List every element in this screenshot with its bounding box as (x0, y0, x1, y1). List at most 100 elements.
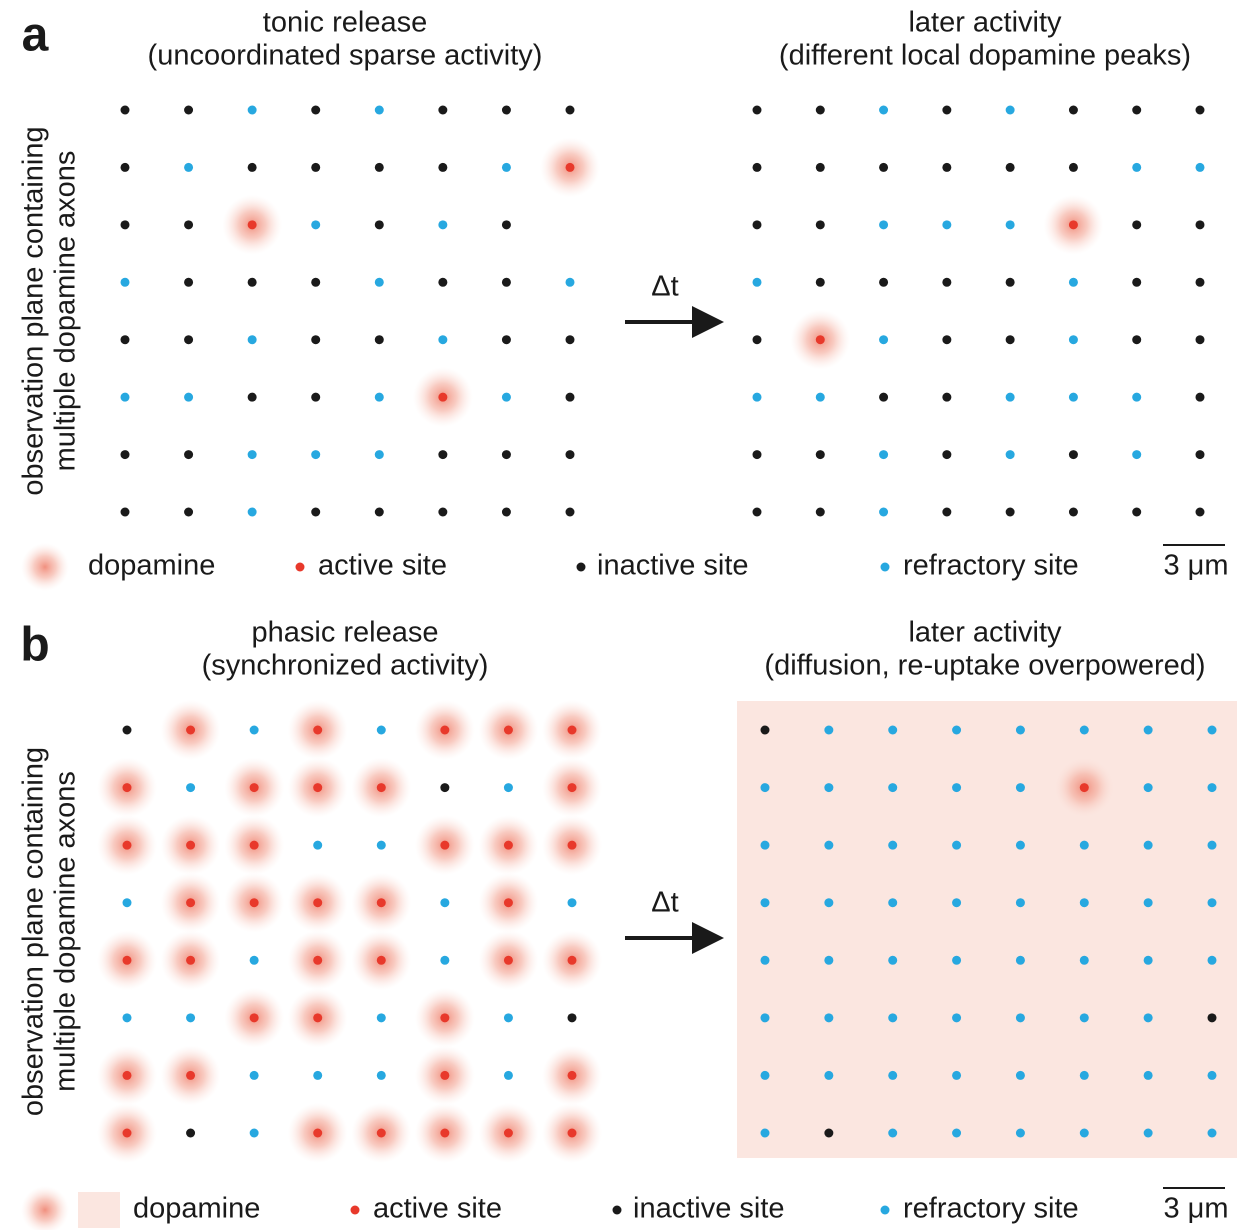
inactive-site (1132, 508, 1141, 517)
refractory-site (1080, 898, 1089, 907)
legend-active (351, 1206, 360, 1215)
panel-title: (uncoordinated sparse activity) (148, 40, 543, 72)
refractory-site (1208, 956, 1217, 965)
inactive-site (1208, 1013, 1217, 1022)
refractory-site (761, 783, 770, 792)
refractory-site (248, 335, 257, 344)
refractory-site (121, 393, 130, 402)
active-site (250, 898, 259, 907)
inactive-site (753, 163, 762, 172)
legend-label: inactive site (633, 1193, 785, 1225)
inactive-site (753, 508, 762, 517)
refractory-site (186, 783, 195, 792)
refractory-site (888, 726, 897, 735)
refractory-site (952, 726, 961, 735)
active-site (568, 783, 577, 792)
refractory-site (250, 1071, 259, 1080)
active-site (123, 1071, 132, 1080)
inactive-site (1196, 335, 1205, 344)
refractory-site (123, 1013, 132, 1022)
panel-title: (different local dopamine peaks) (779, 40, 1191, 72)
refractory-site (1016, 841, 1025, 850)
refractory-site (248, 508, 257, 517)
refractory-site (753, 278, 762, 287)
refractory-site (1080, 1129, 1089, 1138)
refractory-site (1016, 783, 1025, 792)
refractory-site (952, 956, 961, 965)
inactive-site (184, 508, 193, 517)
inactive-site (942, 335, 951, 344)
active-site (186, 1071, 195, 1080)
refractory-site (186, 1013, 195, 1022)
refractory-site (816, 393, 825, 402)
refractory-site (184, 393, 193, 402)
panel-title: phasic release (252, 617, 439, 649)
inactive-site (502, 106, 511, 115)
refractory-site (1080, 726, 1089, 735)
refractory-site (824, 841, 833, 850)
active-site (440, 841, 449, 850)
inactive-site (1006, 508, 1015, 517)
active-site (1069, 220, 1078, 229)
inactive-site (942, 450, 951, 459)
legend-active (296, 563, 305, 572)
inactive-site (375, 508, 384, 517)
inactive-site (1196, 106, 1205, 115)
active-site (440, 1129, 449, 1138)
inactive-site (311, 335, 320, 344)
inactive-site (816, 450, 825, 459)
active-site (440, 1071, 449, 1080)
legend-label: active site (373, 1193, 502, 1225)
axis-label: observation plane containing (18, 126, 50, 495)
refractory-site (1208, 1129, 1217, 1138)
active-site (568, 726, 577, 735)
refractory-site (761, 898, 770, 907)
refractory-site (1016, 1013, 1025, 1022)
inactive-site (1069, 106, 1078, 115)
refractory-site (504, 1013, 513, 1022)
active-site (504, 956, 513, 965)
inactive-site (816, 278, 825, 287)
active-site (377, 783, 386, 792)
refractory-site (184, 163, 193, 172)
inactive-site (184, 450, 193, 459)
refractory-site (1208, 726, 1217, 735)
inactive-site (1069, 450, 1078, 459)
refractory-site (879, 220, 888, 229)
inactive-site (1196, 278, 1205, 287)
refractory-site (879, 106, 888, 115)
inactive-site (1132, 220, 1141, 229)
active-site (313, 783, 322, 792)
refractory-site (761, 841, 770, 850)
refractory-site (438, 220, 447, 229)
refractory-site (879, 508, 888, 517)
active-site (186, 898, 195, 907)
inactive-site (502, 508, 511, 517)
refractory-site (377, 1013, 386, 1022)
refractory-site (440, 898, 449, 907)
panel-label: a (22, 9, 49, 62)
active-site (504, 726, 513, 735)
refractory-site (250, 956, 259, 965)
refractory-site (1006, 450, 1015, 459)
inactive-site (438, 278, 447, 287)
active-site (440, 1013, 449, 1022)
refractory-site (1144, 956, 1153, 965)
refractory-site (888, 1013, 897, 1022)
inactive-site (502, 278, 511, 287)
active-site (568, 1071, 577, 1080)
refractory-site (248, 106, 257, 115)
refractory-site (1132, 163, 1141, 172)
inactive-site (248, 163, 257, 172)
inactive-site (1006, 278, 1015, 287)
inactive-site (121, 163, 130, 172)
inactive-site (753, 106, 762, 115)
refractory-site (377, 726, 386, 735)
panel-title: tonic release (263, 7, 427, 39)
legend-label: refractory site (903, 550, 1079, 582)
refractory-site (1208, 1071, 1217, 1080)
refractory-site (888, 783, 897, 792)
refractory-site (824, 726, 833, 735)
refractory-site (824, 783, 833, 792)
active-site (377, 898, 386, 907)
